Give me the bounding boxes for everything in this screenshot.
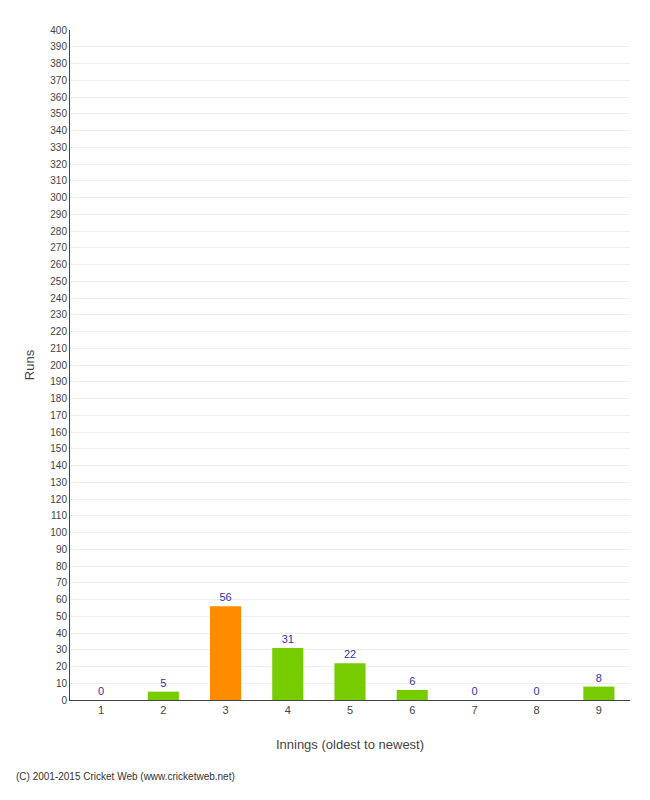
svg-text:80: 80	[56, 561, 68, 572]
svg-text:370: 370	[50, 75, 67, 86]
svg-text:340: 340	[50, 125, 67, 136]
svg-text:0: 0	[61, 695, 67, 706]
svg-text:180: 180	[50, 393, 67, 404]
svg-text:50: 50	[56, 611, 68, 622]
svg-text:300: 300	[50, 192, 67, 203]
svg-text:6: 6	[409, 675, 415, 687]
svg-text:190: 190	[50, 376, 67, 387]
svg-text:170: 170	[50, 410, 67, 421]
svg-text:9: 9	[596, 704, 602, 716]
svg-text:0: 0	[534, 685, 540, 697]
svg-text:330: 330	[50, 142, 67, 153]
svg-text:0: 0	[98, 685, 104, 697]
svg-text:60: 60	[56, 594, 68, 605]
svg-text:360: 360	[50, 92, 67, 103]
svg-text:30: 30	[56, 644, 68, 655]
svg-text:6: 6	[409, 704, 415, 716]
svg-text:70: 70	[56, 577, 68, 588]
svg-text:400: 400	[50, 25, 67, 36]
svg-text:5: 5	[347, 704, 353, 716]
svg-text:220: 220	[50, 326, 67, 337]
svg-text:100: 100	[50, 527, 67, 538]
svg-text:240: 240	[50, 293, 67, 304]
svg-text:40: 40	[56, 628, 68, 639]
svg-text:350: 350	[50, 108, 67, 119]
svg-text:390: 390	[50, 41, 67, 52]
svg-text:31: 31	[282, 633, 294, 645]
svg-text:200: 200	[50, 360, 67, 371]
svg-text:110: 110	[51, 510, 67, 521]
svg-text:260: 260	[50, 259, 67, 270]
svg-text:90: 90	[56, 544, 68, 555]
svg-text:1: 1	[98, 704, 104, 716]
svg-text:210: 210	[50, 343, 67, 354]
svg-text:120: 120	[50, 494, 67, 505]
svg-text:10: 10	[56, 678, 68, 689]
svg-text:230: 230	[50, 309, 67, 320]
svg-text:380: 380	[50, 58, 67, 69]
svg-text:56: 56	[219, 591, 231, 603]
svg-text:8: 8	[596, 672, 602, 684]
svg-text:22: 22	[344, 648, 356, 660]
svg-text:2: 2	[160, 704, 166, 716]
svg-text:250: 250	[50, 276, 67, 287]
svg-text:4: 4	[285, 704, 291, 716]
svg-text:5: 5	[160, 677, 166, 689]
svg-text:320: 320	[50, 159, 67, 170]
svg-text:290: 290	[50, 209, 67, 220]
svg-text:280: 280	[50, 226, 67, 237]
svg-text:7: 7	[471, 704, 477, 716]
svg-text:140: 140	[50, 460, 67, 471]
svg-text:0: 0	[471, 685, 477, 697]
svg-text:(C) 2001-2015 Cricket Web (www: (C) 2001-2015 Cricket Web (www.cricketwe…	[16, 771, 235, 782]
svg-text:130: 130	[50, 477, 67, 488]
svg-text:Runs: Runs	[22, 349, 37, 380]
svg-text:8: 8	[534, 704, 540, 716]
svg-text:270: 270	[50, 242, 67, 253]
svg-text:150: 150	[50, 443, 67, 454]
svg-text:20: 20	[56, 661, 68, 672]
svg-text:3: 3	[222, 704, 228, 716]
svg-text:310: 310	[50, 175, 67, 186]
svg-text:Innings (oldest to newest): Innings (oldest to newest)	[276, 737, 424, 752]
svg-text:160: 160	[50, 427, 67, 438]
